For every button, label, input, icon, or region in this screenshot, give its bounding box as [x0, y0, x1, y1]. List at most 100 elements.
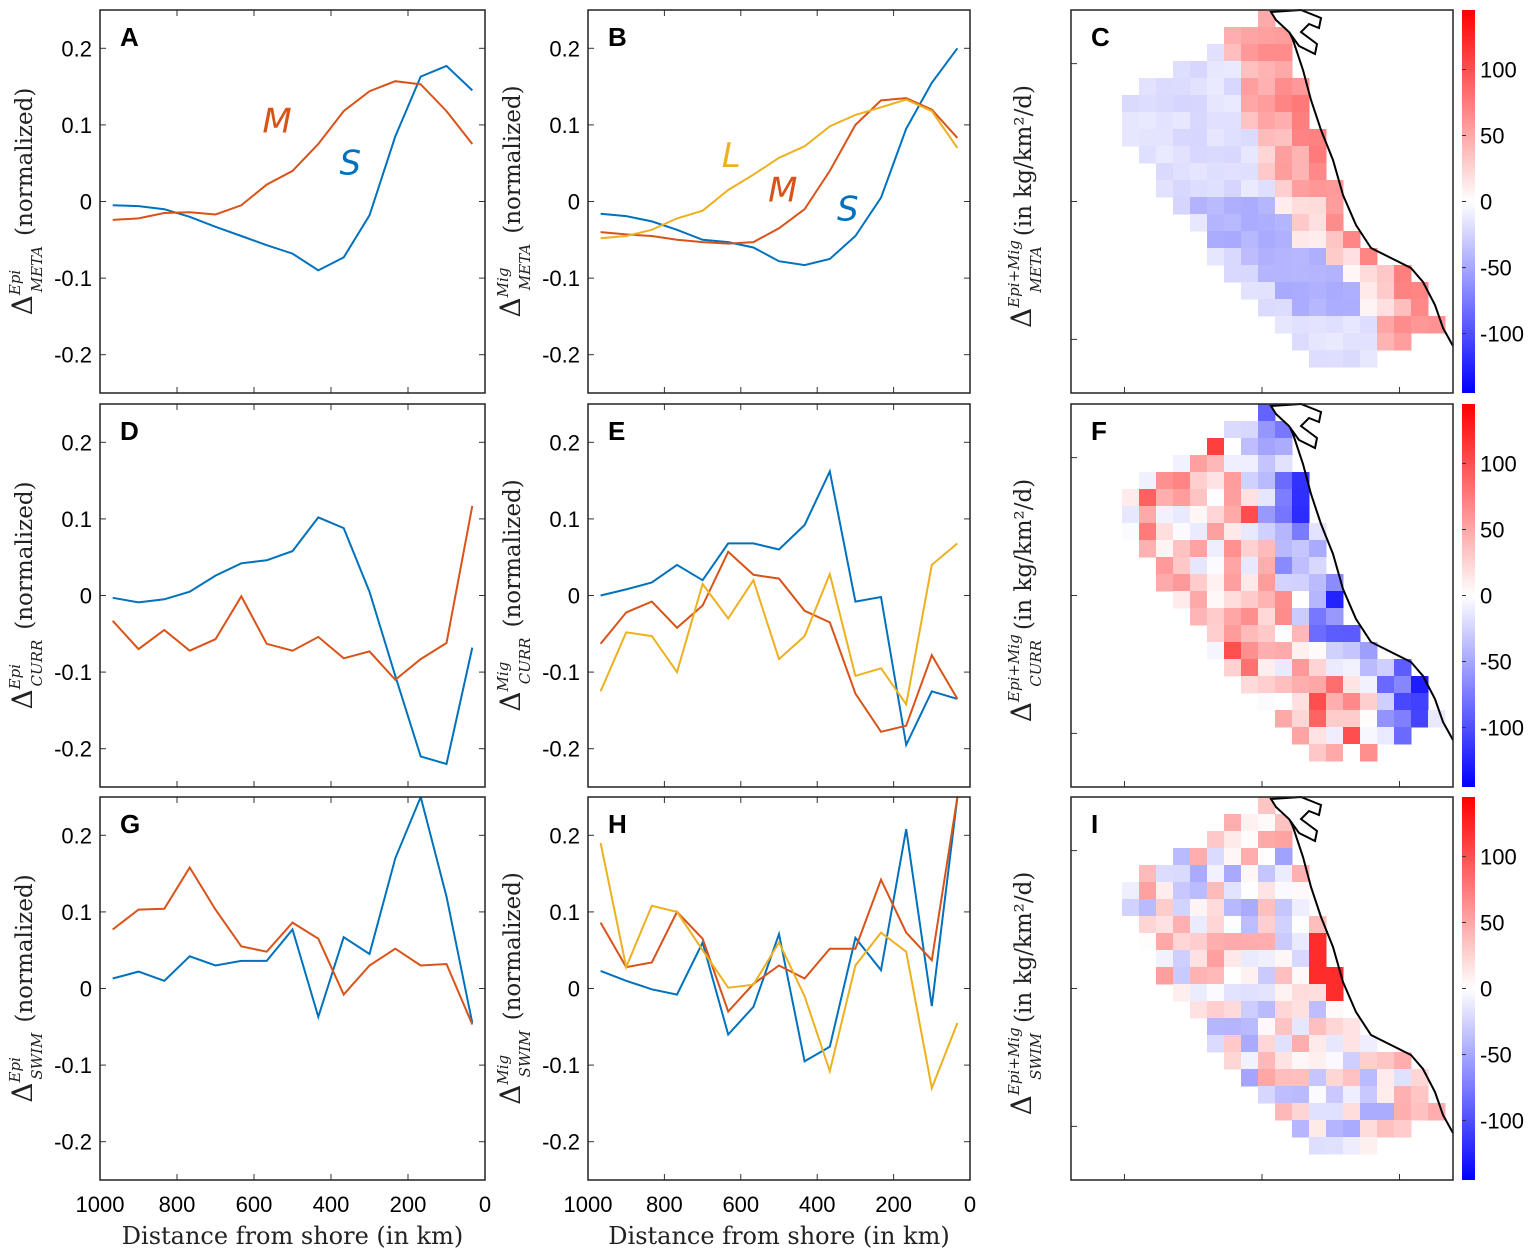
heatmap-cell — [1309, 214, 1327, 232]
heatmap-cell — [1258, 540, 1276, 558]
heatmap-cell — [1190, 848, 1208, 866]
heatmap-cell — [1224, 642, 1242, 660]
panel-label: F — [1091, 416, 1107, 446]
y-tick-label: 0.1 — [61, 113, 92, 138]
panel-G: 0.2 0.1 0 -0.1 -0.2 1000 800 600 400 200 0 Distance… — [6, 796, 491, 1250]
heatmap-cell — [1156, 506, 1174, 524]
heatmap-cell — [1343, 248, 1361, 266]
series-annotation: S — [339, 144, 361, 184]
heatmap-cell — [1224, 523, 1242, 541]
heatmap-cell — [1224, 489, 1242, 507]
heatmap-cell — [1224, 899, 1242, 917]
heatmap-cell — [1394, 1103, 1412, 1121]
heatmap-cell — [1309, 659, 1327, 677]
heatmap-cell — [1241, 557, 1259, 575]
heatmap-cell — [1275, 146, 1293, 164]
heatmap-cell — [1360, 1035, 1378, 1053]
heatmap-cell — [1224, 112, 1242, 130]
heatmap-cell — [1360, 693, 1378, 711]
heatmap-cell — [1292, 710, 1310, 728]
label-subscript: CURR — [516, 638, 534, 685]
heatmap-cell — [1258, 282, 1276, 300]
colorbar-tick-label: 50 — [1480, 517, 1504, 542]
heatmap-cell — [1207, 44, 1225, 62]
heatmap-cell — [1292, 95, 1310, 113]
heatmap-cell — [1292, 916, 1310, 934]
heatmap-cell — [1207, 214, 1225, 232]
heatmap-cell — [1292, 591, 1310, 609]
label-subscript: META — [516, 244, 534, 291]
heatmap-cell — [1190, 967, 1208, 985]
heatmap-cell — [1292, 523, 1310, 541]
heatmap-cell — [1292, 933, 1310, 951]
heatmap-cell — [1224, 197, 1242, 215]
heatmap-cell — [1309, 1137, 1327, 1155]
heatmap-cell — [1411, 1103, 1429, 1121]
lake-outline — [1269, 795, 1323, 843]
heatmap-cell — [1139, 899, 1157, 917]
heatmap-cell — [1258, 797, 1276, 815]
colorbar-tick-label: -50 — [1480, 256, 1512, 281]
heatmap-cell — [1326, 299, 1344, 317]
heatmap-cell — [1258, 455, 1276, 473]
heatmap-cell — [1190, 163, 1208, 181]
heatmap-cell — [1275, 316, 1293, 334]
colorbar-tick-label: -100 — [1480, 716, 1524, 741]
heatmap-cell — [1292, 489, 1310, 507]
label-subscript: SWIM — [1027, 1032, 1045, 1080]
heatmap-cell — [1309, 1086, 1327, 1104]
heatmap-cell — [1139, 472, 1157, 490]
heatmap-cell — [1139, 865, 1157, 883]
heatmap-cell — [1309, 693, 1327, 711]
heatmap-cell — [1258, 574, 1276, 592]
heatmap-cell — [1343, 693, 1361, 711]
heatmap-cell — [1190, 489, 1208, 507]
heatmap-cell — [1275, 557, 1293, 575]
heatmap-cell — [1394, 333, 1412, 351]
heatmap-cell — [1224, 95, 1242, 113]
series-line-L — [599, 842, 959, 1092]
heatmap-cell — [1343, 1086, 1361, 1104]
heatmap-cell — [1292, 265, 1310, 283]
heatmap-cell — [1139, 146, 1157, 164]
heatmap-cell — [1241, 1018, 1259, 1036]
x-tick-label: 1000 — [564, 1192, 613, 1217]
heatmap-cell — [1156, 489, 1174, 507]
heatmap-cell — [1275, 642, 1293, 660]
colorbar — [1462, 10, 1475, 393]
heatmap-cell — [1326, 214, 1344, 232]
heatmap-cell — [1156, 78, 1174, 96]
heatmap-cell — [1258, 950, 1276, 968]
heatmap-cell — [1309, 676, 1327, 694]
heatmap-cell — [1241, 814, 1259, 832]
y-axis-label: ΔEpi CURR (normalized) — [6, 481, 46, 709]
heatmap-cell — [1173, 540, 1191, 558]
series-line-M — [112, 80, 474, 221]
heatmap-cell — [1326, 1086, 1344, 1104]
series-line-M — [599, 550, 959, 733]
panel-B: 0.2 0.1 0 -0.1 -0.2 LM S ΔMig META (normalized) B — [494, 9, 971, 394]
heatmap-cell — [1258, 984, 1276, 1002]
heatmap-cell — [1275, 489, 1293, 507]
label-suffix: (normalized) — [500, 872, 526, 1020]
coastline — [1270, 11, 1454, 347]
heatmap-cell — [1258, 438, 1276, 456]
x-tick-label: 800 — [646, 1192, 683, 1217]
heatmap-cell — [1292, 882, 1310, 900]
heatmap-cell — [1258, 916, 1276, 934]
heatmap-cell — [1411, 676, 1429, 694]
heatmap-cell — [1224, 865, 1242, 883]
y-tick-label: 0.1 — [549, 900, 580, 925]
heatmap-cell — [1207, 574, 1225, 592]
heatmap-cell — [1207, 1018, 1225, 1036]
y-tick-label: -0.2 — [542, 737, 580, 762]
heatmap-cell — [1258, 421, 1276, 439]
heatmap-cell — [1258, 814, 1276, 832]
heatmap-cell — [1275, 61, 1293, 79]
heatmap-cell — [1275, 608, 1293, 626]
heatmap-cell — [1207, 1001, 1225, 1019]
heatmap-cell — [1411, 1086, 1429, 1104]
heatmap-cell — [1190, 950, 1208, 968]
heatmap-cell — [1224, 814, 1242, 832]
heatmap-cell — [1292, 676, 1310, 694]
